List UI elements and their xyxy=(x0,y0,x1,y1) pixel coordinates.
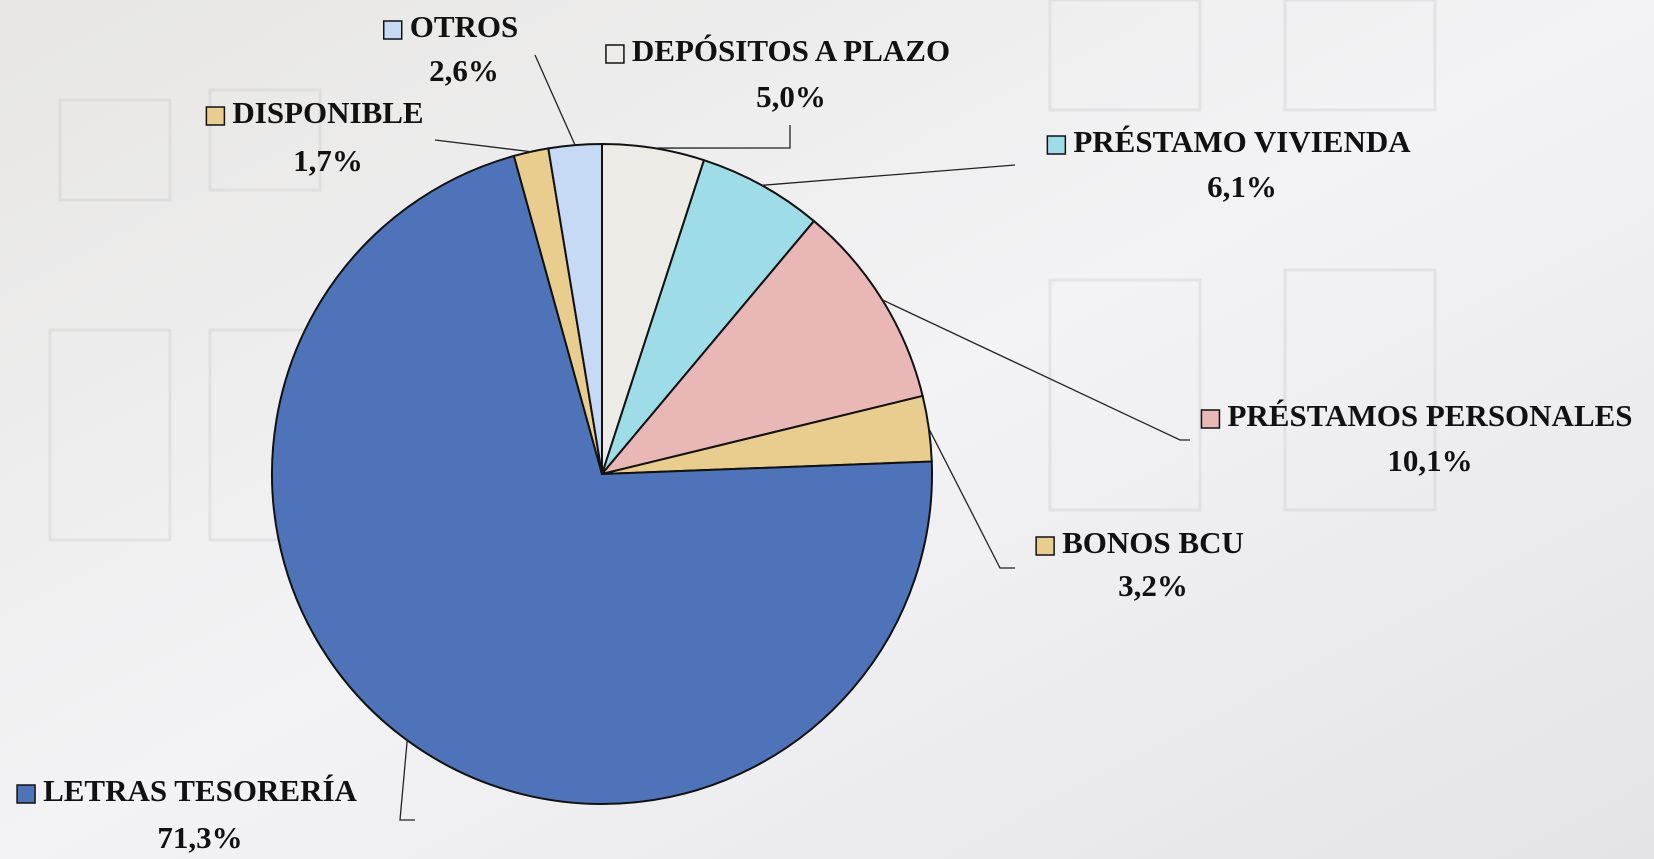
leader-line xyxy=(761,164,1016,186)
legend-key xyxy=(205,106,226,126)
slice-value-label: 6,1% xyxy=(1207,169,1277,204)
legend-key xyxy=(1200,409,1221,429)
slice-label: DEPÓSITOS A PLAZO xyxy=(632,33,950,68)
slice-value-label: 2,6% xyxy=(429,53,499,88)
slice-label: PRÉSTAMOS PERSONALES xyxy=(1227,398,1632,433)
leader-line xyxy=(882,299,1190,441)
legend-key xyxy=(1035,536,1055,556)
slice-label: PRÉSTAMO VIVIENDA xyxy=(1073,124,1411,159)
slice-label: BONOS BCU xyxy=(1062,525,1244,560)
leader-line xyxy=(434,139,532,153)
slice-value-label: 1,7% xyxy=(293,143,363,178)
labels: DEPÓSITOS A PLAZO 5,0% PRÉSTAMO VIVIENDA 6,… xyxy=(16,9,1633,855)
pie-slice xyxy=(599,219,924,476)
pie-slice xyxy=(601,158,816,475)
legend-key xyxy=(382,20,403,40)
pie-slice xyxy=(547,142,603,475)
slice-value-label: 10,1% xyxy=(1387,443,1472,478)
legend-key xyxy=(16,784,36,804)
leader-line xyxy=(653,125,791,149)
slice-value-label: 3,2% xyxy=(1118,568,1188,603)
legend-key xyxy=(605,44,625,64)
slice-value-label: 71,3% xyxy=(157,820,242,855)
slice-label: OTROS xyxy=(410,9,519,44)
pie-slice xyxy=(271,154,933,805)
legend-key xyxy=(1046,135,1067,155)
background-windows xyxy=(48,0,1437,542)
leader-line xyxy=(928,428,1015,569)
slice-label: DISPONIBLE xyxy=(232,95,423,130)
slice-label: LETRAS TESORERÍA xyxy=(43,773,357,808)
pie xyxy=(271,142,933,805)
leader-line xyxy=(534,54,576,146)
leader-line xyxy=(399,740,415,821)
slice-value-label: 5,0% xyxy=(756,79,826,114)
